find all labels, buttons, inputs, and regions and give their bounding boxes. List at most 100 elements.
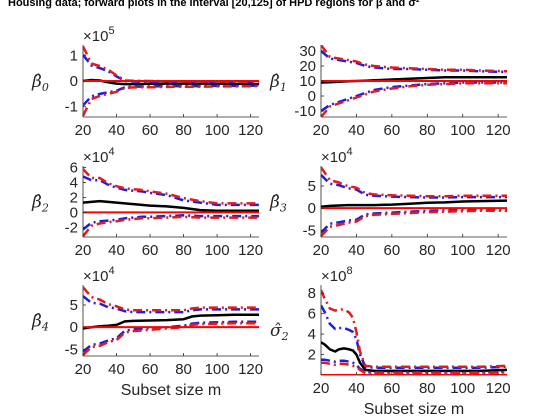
x-tick-label: 120 bbox=[486, 122, 511, 139]
series-hpd-outer-lower bbox=[83, 84, 259, 117]
y-tick-label: 2 bbox=[308, 347, 316, 364]
series-group bbox=[83, 286, 259, 356]
panel-beta4: 20 40 60 80 100 120 -5 0 5 ×104 β̂4 Subset size m bbox=[31, 265, 263, 399]
series-hpd-inner-upper bbox=[83, 295, 259, 314]
x-tick-label: 80 bbox=[419, 122, 436, 139]
series-estimate bbox=[83, 313, 259, 330]
y-tick-label: 0 bbox=[70, 319, 78, 336]
x-axis-label: Subset size m bbox=[121, 382, 221, 399]
y-tick-label: 30 bbox=[299, 43, 316, 60]
series-hpd-inner-lower bbox=[83, 320, 259, 353]
x-tick-label: 40 bbox=[108, 242, 125, 259]
y-tick-label: 0 bbox=[70, 73, 78, 90]
x-tick-label: 60 bbox=[142, 122, 159, 139]
series-hpd-inner-upper bbox=[83, 175, 259, 207]
x-tick-label: 120 bbox=[238, 242, 263, 259]
series-hpd-inner-upper bbox=[83, 54, 259, 84]
series-group bbox=[83, 168, 259, 237]
series-estimate bbox=[321, 341, 507, 373]
panel-beta3: 20 40 60 80 100 120 -5 0 5 ×104 β̂3 bbox=[269, 146, 511, 259]
series-group bbox=[321, 45, 507, 117]
y-tick-label: 5 bbox=[308, 178, 316, 195]
y-tick-label: -10 bbox=[294, 103, 316, 120]
series-hpd-inner-lower bbox=[83, 214, 259, 231]
x-tick-label: 80 bbox=[175, 361, 192, 378]
x-tick-label: 20 bbox=[75, 242, 92, 259]
series-hpd-outer-lower bbox=[83, 321, 259, 356]
x-tick-label: 100 bbox=[450, 122, 475, 139]
x-tick-label: 20 bbox=[313, 242, 330, 259]
y-tick-label: 4 bbox=[308, 326, 316, 343]
y-axis-label: β̂4 bbox=[31, 312, 49, 334]
x-tick-label: 20 bbox=[75, 122, 92, 139]
x-tick-label: 40 bbox=[348, 242, 365, 259]
axis-exponent: ×105 bbox=[83, 25, 115, 45]
y-axis-label: β̂3 bbox=[269, 193, 287, 215]
y-axis-label: σ̂2 bbox=[270, 321, 289, 343]
series-hpd-outer-lower bbox=[83, 215, 259, 237]
x-tick-label: 80 bbox=[419, 380, 436, 397]
series-group bbox=[83, 45, 259, 117]
x-tick-label: 20 bbox=[313, 380, 330, 397]
series-estimate bbox=[83, 199, 259, 213]
x-tick-label: 120 bbox=[486, 242, 511, 259]
y-tick-label: -2 bbox=[65, 219, 78, 236]
series-hpd-outer-lower bbox=[321, 361, 507, 375]
x-tick-label: 40 bbox=[108, 361, 125, 378]
y-tick-label: 0 bbox=[308, 200, 316, 217]
y-tick-label: 10 bbox=[299, 73, 316, 90]
y-axis-label: β̂2 bbox=[31, 193, 49, 215]
series-hpd-inner-lower bbox=[83, 84, 259, 107]
y-tick-label: -5 bbox=[303, 222, 316, 239]
x-tick-label: 120 bbox=[486, 380, 511, 397]
series-hpd-inner-upper bbox=[321, 304, 507, 370]
y-tick-label: 20 bbox=[299, 58, 316, 75]
y-tick-label: 2 bbox=[70, 189, 78, 206]
series-hpd-inner-upper bbox=[321, 50, 507, 74]
y-tick-label: 5 bbox=[70, 297, 78, 314]
series-group bbox=[321, 166, 507, 237]
y-tick-label: -1 bbox=[65, 99, 78, 116]
y-axis-label: β̂1 bbox=[269, 72, 287, 94]
axis-exponent: ×108 bbox=[321, 265, 353, 285]
x-tick-label: 100 bbox=[205, 361, 230, 378]
panel-sigma2: 20 40 60 80 100 120 2 4 6 8 ×108 σ̂2 Subset size m bbox=[270, 265, 511, 418]
x-tick-label: 100 bbox=[450, 380, 475, 397]
axis-exponent: ×104 bbox=[83, 146, 115, 166]
x-tick-label: 60 bbox=[142, 361, 159, 378]
y-tick-label: -5 bbox=[65, 341, 78, 358]
x-tick-label: 120 bbox=[238, 122, 263, 139]
series-hpd-outer-lower bbox=[321, 209, 507, 237]
x-tick-label: 60 bbox=[384, 242, 401, 259]
axis-exponent: ×104 bbox=[83, 265, 115, 285]
series-hpd-outer-upper bbox=[83, 168, 259, 205]
x-tick-label: 60 bbox=[384, 380, 401, 397]
series-hpd-inner-upper bbox=[321, 174, 507, 199]
x-tick-label: 40 bbox=[108, 122, 125, 139]
x-tick-label: 80 bbox=[175, 242, 192, 259]
x-tick-label: 100 bbox=[205, 122, 230, 139]
y-tick-label: 6 bbox=[70, 159, 78, 176]
series-hpd-inner-lower bbox=[321, 81, 507, 113]
x-tick-label: 40 bbox=[348, 122, 365, 139]
series-estimate bbox=[321, 199, 507, 209]
series-hpd-outer-upper bbox=[321, 45, 507, 73]
series-group bbox=[321, 289, 507, 375]
y-tick-label: 0 bbox=[70, 204, 78, 221]
x-axis-label: Subset size m bbox=[364, 401, 464, 418]
x-tick-label: 60 bbox=[384, 122, 401, 139]
y-tick-label: 4 bbox=[70, 174, 78, 191]
y-tick-label: 8 bbox=[308, 285, 316, 302]
x-tick-label: 120 bbox=[238, 361, 263, 378]
series-hpd-outer-upper bbox=[83, 286, 259, 312]
series-hpd-outer-upper bbox=[321, 289, 507, 369]
x-tick-label: 100 bbox=[205, 242, 230, 259]
series-hpd-outer-upper bbox=[321, 166, 507, 198]
x-tick-label: 80 bbox=[175, 122, 192, 139]
x-tick-label: 100 bbox=[450, 242, 475, 259]
series-hpd-outer-lower bbox=[321, 82, 507, 117]
